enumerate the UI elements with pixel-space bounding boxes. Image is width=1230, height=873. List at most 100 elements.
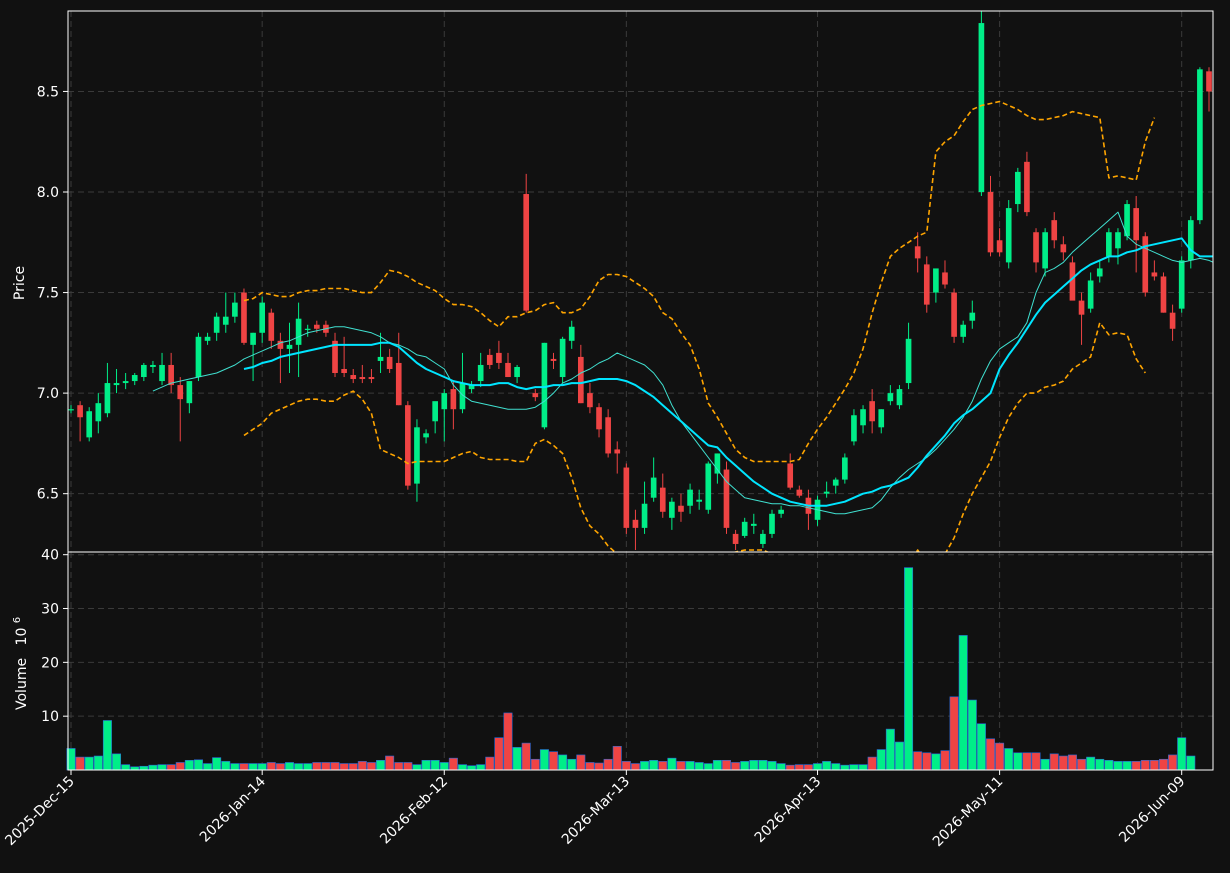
volume-bar [885, 728, 895, 771]
volume-bar [385, 755, 395, 771]
volume-bar [894, 741, 904, 771]
volume-bar [776, 763, 786, 771]
volume-bar [1058, 755, 1068, 771]
volume-bar [1149, 760, 1159, 771]
volume-bar [439, 762, 449, 771]
volume-bar [339, 763, 349, 771]
candle-body [705, 463, 712, 510]
candle-body [541, 342, 548, 428]
candle-body [1051, 220, 1058, 241]
candle-body [914, 246, 921, 259]
volume-bar [876, 749, 886, 771]
candle-body [1106, 232, 1112, 257]
volume-bar [630, 763, 640, 771]
candle-body [559, 338, 566, 378]
volume-bar [503, 712, 513, 771]
volume-bar [558, 754, 568, 771]
volume-bar [658, 761, 668, 771]
candle-body [486, 354, 493, 365]
volume-bar [403, 762, 413, 771]
candle-body [86, 411, 93, 438]
volume-plot-area [68, 552, 1213, 770]
volume-bar [785, 764, 795, 771]
volume-bar [549, 751, 558, 771]
volume-bar [1140, 760, 1150, 771]
volume-bar [758, 760, 768, 771]
candle-body [1133, 208, 1139, 241]
volume-bar [467, 765, 477, 771]
candle-body [131, 375, 138, 382]
candle-body [669, 501, 675, 518]
volume-bar [121, 764, 131, 771]
candle-body [760, 533, 766, 544]
candle-body [68, 409, 74, 411]
candle-body [368, 377, 375, 380]
volume-y-tick-label: 30 [41, 602, 59, 618]
candle-body [587, 393, 593, 408]
volume-axis-label: Volume 10 6 [12, 617, 30, 710]
candle-body [250, 332, 256, 345]
candle-body [823, 491, 830, 494]
volume-bar [1158, 758, 1168, 771]
candle-body [1187, 220, 1194, 261]
volume-bar [1077, 758, 1087, 771]
volume-bar [75, 756, 85, 771]
candle-body [623, 467, 630, 528]
candle-body [168, 364, 174, 386]
candle-body [104, 383, 111, 414]
candle-body [750, 523, 757, 526]
volume-axis-exponent-power: 6 [12, 617, 23, 623]
volume-bar [1086, 756, 1096, 771]
volume-bar [303, 763, 313, 771]
volume-bar [530, 758, 540, 771]
candle-body [1160, 276, 1167, 313]
price-panel: 6.5 7.0 7.5 8.0 8.5 [37, 10, 1214, 553]
volume-bar [366, 762, 376, 771]
volume-bar [931, 753, 941, 771]
candle-body [714, 453, 721, 474]
volume-bar [285, 762, 294, 771]
candle-body [405, 405, 411, 486]
candle-body [614, 449, 621, 454]
volume-bar [1004, 748, 1014, 771]
candle-body [204, 336, 211, 341]
candle-body [678, 505, 684, 512]
candle-body [441, 393, 448, 410]
candle-body [177, 385, 184, 400]
candle-body [960, 324, 967, 337]
volume-bar [394, 762, 404, 771]
candle-body [723, 469, 730, 528]
volume-bar [1113, 761, 1123, 771]
volume-bar [731, 762, 741, 771]
candle-body [942, 272, 948, 285]
volume-bar [512, 747, 522, 771]
candle-body [832, 479, 839, 486]
moving-average-short-line [152, 211, 1213, 515]
candle-body [869, 401, 875, 422]
volume-bar [348, 763, 358, 771]
candle-body [878, 409, 885, 428]
volume-bar [904, 567, 914, 771]
candle-body [505, 362, 511, 378]
candle-body [477, 364, 484, 382]
candle-body [414, 427, 420, 484]
volume-bar [649, 760, 659, 771]
volume-bar [112, 753, 122, 771]
volume-bar [667, 757, 677, 771]
candle-body [1078, 300, 1085, 315]
volume-bar [485, 756, 495, 771]
volume-bar [749, 760, 759, 771]
volume-bar [1031, 752, 1041, 771]
volume-bar [621, 761, 631, 771]
candle-body [641, 503, 648, 528]
candle-body [1033, 232, 1039, 263]
volume-bar [858, 764, 868, 771]
price-y-tick-label: 6.5 [37, 487, 59, 503]
volume-bar [257, 763, 267, 771]
candle-body [1151, 272, 1158, 277]
candle-body [432, 401, 438, 422]
candle-body [377, 356, 384, 361]
candle-body [514, 366, 520, 378]
candle-body [578, 356, 584, 404]
candle-body [459, 383, 466, 410]
